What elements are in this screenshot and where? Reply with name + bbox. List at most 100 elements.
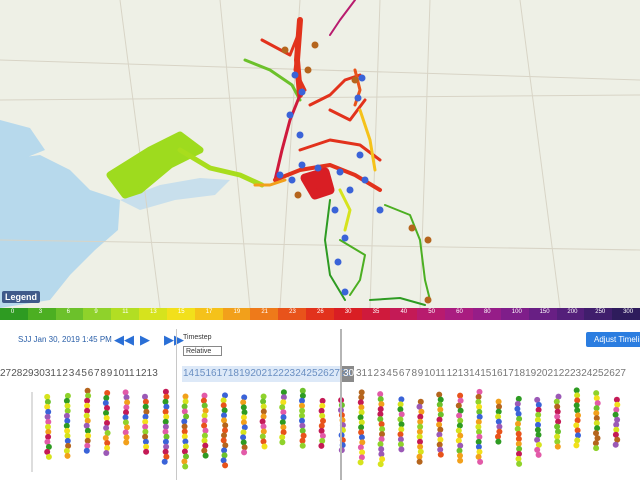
event-dot[interactable] <box>104 445 111 451</box>
event-dot[interactable] <box>437 446 444 453</box>
event-dot[interactable] <box>516 445 523 452</box>
event-dot[interactable] <box>456 422 463 429</box>
event-dot[interactable] <box>555 418 562 425</box>
day-label[interactable]: 8 <box>411 368 418 379</box>
event-dot[interactable] <box>555 428 561 435</box>
event-dot[interactable] <box>594 425 601 432</box>
event-dot[interactable] <box>142 428 149 435</box>
event-dot[interactable] <box>555 393 562 400</box>
day-label[interactable]: 5 <box>81 368 87 379</box>
day-label[interactable]: 2 <box>373 368 380 379</box>
day-label[interactable]: 22 <box>272 368 284 379</box>
event-dot[interactable] <box>280 414 287 421</box>
day-label[interactable]: 25 <box>592 368 604 379</box>
event-dot[interactable] <box>592 440 599 447</box>
event-dot[interactable] <box>123 434 130 441</box>
event-dot[interactable] <box>202 452 209 459</box>
event-dot[interactable] <box>102 435 109 441</box>
day-label[interactable]: 22 <box>558 368 570 379</box>
event-dot[interactable] <box>240 399 247 406</box>
event-dot[interactable] <box>575 432 581 439</box>
event-dot[interactable] <box>437 436 444 443</box>
event-dot[interactable] <box>123 439 130 446</box>
event-dot[interactable] <box>594 435 601 442</box>
day-label[interactable]: 26 <box>317 368 329 379</box>
event-dot[interactable] <box>124 424 130 431</box>
event-dot[interactable] <box>163 433 170 440</box>
event-dot[interactable] <box>358 454 365 461</box>
day-label[interactable]: 12 <box>446 368 458 379</box>
event-dot[interactable] <box>437 426 444 433</box>
event-dot[interactable] <box>240 429 247 436</box>
event-dot[interactable] <box>534 446 541 453</box>
traffic-map[interactable]: Legend <box>0 0 640 308</box>
event-dot[interactable] <box>222 422 229 429</box>
event-dot[interactable] <box>143 408 150 415</box>
day-label[interactable]: 14 <box>469 368 481 379</box>
event-dot[interactable] <box>515 430 522 437</box>
sensor-marker[interactable] <box>376 206 384 214</box>
event-dot[interactable] <box>241 444 248 451</box>
event-dot[interactable] <box>299 387 306 394</box>
event-dot[interactable] <box>455 402 462 409</box>
station-marker[interactable] <box>294 191 302 199</box>
event-dot[interactable] <box>122 414 129 421</box>
event-dot[interactable] <box>103 450 110 456</box>
event-dot[interactable] <box>181 448 188 455</box>
event-dot[interactable] <box>84 387 91 394</box>
event-dot[interactable] <box>477 458 484 465</box>
event-dot[interactable] <box>259 418 266 425</box>
event-dot[interactable] <box>260 398 267 405</box>
event-dot[interactable] <box>44 438 51 445</box>
event-dot[interactable] <box>593 390 600 397</box>
event-dot[interactable] <box>259 433 266 440</box>
day-label[interactable]: 5 <box>392 368 399 379</box>
event-dot[interactable] <box>85 392 92 399</box>
event-dot[interactable] <box>64 452 71 459</box>
day-label[interactable]: 4 <box>386 368 392 379</box>
event-dot[interactable] <box>104 405 110 411</box>
event-dot[interactable] <box>162 448 169 455</box>
event-dot[interactable] <box>240 434 247 441</box>
day-label[interactable]: 21 <box>261 368 273 379</box>
event-dot[interactable] <box>437 411 444 418</box>
event-dot[interactable] <box>593 410 600 417</box>
event-dot[interactable] <box>45 428 52 435</box>
event-dot[interactable] <box>574 437 581 444</box>
event-dot[interactable] <box>437 406 444 413</box>
event-dot[interactable] <box>397 401 404 408</box>
event-dot[interactable] <box>417 398 424 405</box>
day-label[interactable]: 31 <box>356 368 368 379</box>
event-dot[interactable] <box>299 392 306 399</box>
event-dot[interactable] <box>593 420 600 427</box>
event-dot[interactable] <box>496 428 503 435</box>
current-day-label[interactable]: 30 <box>343 368 355 379</box>
event-dot[interactable] <box>593 430 599 437</box>
event-dot[interactable] <box>359 439 366 446</box>
day-label[interactable]: 27 <box>328 368 340 379</box>
event-dot[interactable] <box>122 419 129 426</box>
event-dot[interactable] <box>357 414 364 421</box>
day-label[interactable]: 11 <box>124 368 135 379</box>
event-dot[interactable] <box>162 388 169 395</box>
event-dot[interactable] <box>613 396 620 403</box>
event-dot[interactable] <box>418 408 425 415</box>
event-dot[interactable] <box>64 402 71 409</box>
event-dot[interactable] <box>280 409 287 416</box>
sensor-marker[interactable] <box>354 94 362 102</box>
day-label[interactable]: 8 <box>100 368 106 379</box>
event-dot[interactable] <box>535 451 542 458</box>
event-dot[interactable] <box>201 417 208 424</box>
event-dot[interactable] <box>241 449 248 456</box>
event-dot[interactable] <box>182 438 189 445</box>
event-dot[interactable] <box>161 458 168 465</box>
event-dot[interactable] <box>358 434 365 441</box>
event-dot[interactable] <box>593 415 600 422</box>
event-dot[interactable] <box>574 417 581 424</box>
event-dot[interactable] <box>318 442 325 449</box>
day-label[interactable]: 29 <box>22 368 34 379</box>
station-marker[interactable] <box>424 296 432 304</box>
event-dot[interactable] <box>357 459 364 466</box>
event-dot[interactable] <box>142 403 149 410</box>
day-label[interactable]: 28 <box>11 368 23 379</box>
